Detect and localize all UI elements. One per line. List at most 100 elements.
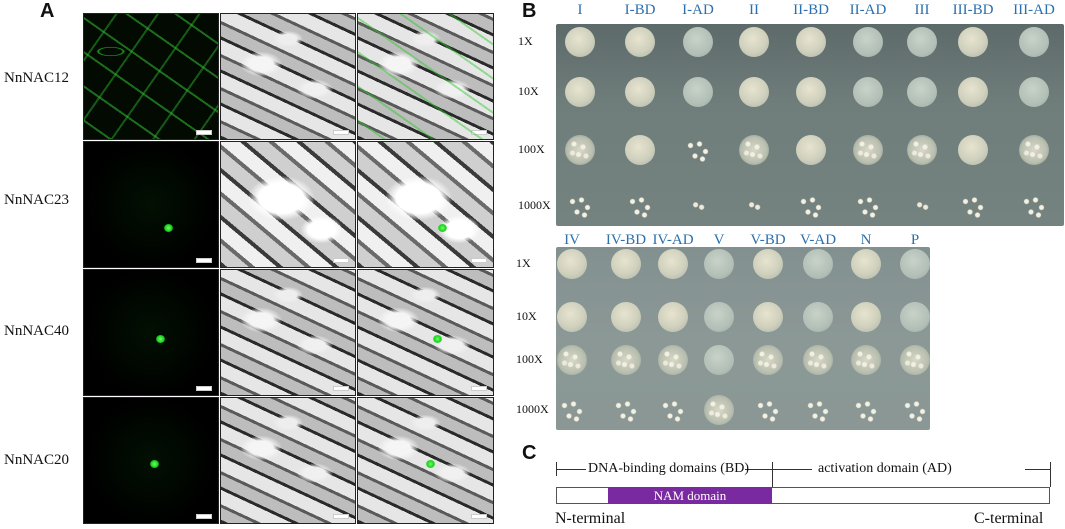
yeast-spot: [958, 77, 988, 107]
column-label-iii-bd: III-BD: [952, 2, 994, 18]
scale-bar: [196, 386, 212, 391]
scale-bar: [333, 514, 349, 519]
yeast-spot: [900, 345, 930, 375]
yeast-spot: [796, 77, 826, 107]
nucleus-signal: [426, 460, 435, 468]
yeast-spot: [683, 77, 713, 107]
scale-bar: [333, 386, 349, 391]
column-label-iii-ad: III-AD: [1013, 2, 1055, 18]
yeast-spot: [565, 191, 595, 221]
yeast-spot: [739, 27, 769, 57]
dilution-label-10x: 10X: [518, 84, 539, 98]
yeast-spot: [907, 135, 937, 165]
dilution-label-100x: 100X: [516, 352, 543, 366]
gfp-image-nnnac40: [83, 269, 219, 396]
yeast-spot: [803, 395, 833, 425]
column-label-n: N: [860, 232, 872, 248]
yeast-spot: [753, 345, 783, 375]
c-terminal-label: C-terminal: [974, 510, 1044, 527]
yeast-spot: [1019, 191, 1049, 221]
yeast-spot: [753, 302, 783, 332]
column-label-ii-ad: II-AD: [849, 2, 887, 18]
activation-domain-label: activation domain (AD): [818, 461, 952, 476]
yeast-spot: [796, 191, 826, 221]
bd-arrow-line: [556, 469, 586, 470]
bd-right-tick: [772, 462, 773, 487]
merged-image-nnnac23: [357, 141, 494, 268]
brightfield-image-nnnac20: [220, 397, 356, 524]
merged-image-nnnac20: [357, 397, 494, 524]
n-terminal-label: N-terminal: [555, 510, 626, 527]
yeast-spot: [658, 395, 688, 425]
row-label-nnnac20: NnNAC20: [4, 452, 70, 468]
scale-bar: [471, 386, 487, 391]
ad-right-tick: [1050, 462, 1051, 487]
yeast-spot: [900, 395, 930, 425]
yeast-spot: [803, 249, 833, 279]
dilution-label-1x: 1X: [518, 34, 533, 48]
ad-arrow-line-right: [1025, 469, 1050, 470]
gfp-image-nnnac20: [83, 397, 219, 524]
column-label-ii: II: [749, 2, 759, 18]
nucleus-signal: [150, 460, 159, 468]
yeast-spot: [803, 345, 833, 375]
column-label-iii: III: [914, 2, 930, 18]
yeast-spot: [900, 249, 930, 279]
yeast-spot: [853, 135, 883, 165]
yeast-spot: [557, 302, 587, 332]
yeast-spot: [803, 302, 833, 332]
yeast-spot: [742, 194, 766, 218]
brightfield-image-nnnac40: [220, 269, 356, 396]
yeast-spot: [958, 191, 988, 221]
yeast-spot: [958, 135, 988, 165]
yeast-spot: [565, 27, 595, 57]
yeast-spot: [1019, 27, 1049, 57]
yeast-spot: [686, 194, 710, 218]
yeast-spot: [1019, 77, 1049, 107]
column-label-i-bd: I-BD: [624, 2, 656, 18]
scale-bar: [471, 130, 487, 135]
yeast-spot: [704, 302, 734, 332]
column-label-v-bd: V-BD: [750, 232, 786, 248]
dilution-label-1000x: 1000X: [518, 198, 551, 212]
yeast-spot: [910, 194, 934, 218]
nucleus-signal: [164, 224, 173, 232]
scale-bar: [196, 130, 212, 135]
yeast-spot: [611, 395, 641, 425]
brightfield-image-nnnac12: [220, 13, 356, 140]
column-label-v-ad: V-AD: [799, 232, 837, 248]
yeast-spot: [851, 395, 881, 425]
scale-bar: [333, 130, 349, 135]
yeast-spot: [625, 27, 655, 57]
merged-image-nnnac40: [357, 269, 494, 396]
scale-bar: [196, 258, 212, 263]
bd-arrow-line-right: [745, 469, 772, 470]
column-label-iv: IV: [564, 232, 580, 248]
yeast-spot: [853, 27, 883, 57]
column-label-i: I: [577, 2, 583, 18]
nucleus-signal: [156, 335, 165, 343]
yeast-spot: [565, 135, 595, 165]
row-label-nnnac40: NnNAC40: [4, 323, 70, 339]
row-label-nnnac23: NnNAC23: [4, 192, 70, 208]
gfp-image-nnnac12: [83, 13, 219, 140]
column-label-iv-bd: IV-BD: [605, 232, 647, 248]
nucleus-signal: [438, 224, 447, 232]
yeast-spot: [704, 249, 734, 279]
yeast-spot: [739, 77, 769, 107]
panel-label-b: B: [522, 0, 537, 22]
yeast-spot: [704, 395, 734, 425]
yeast-spot: [796, 27, 826, 57]
gfp-image-nnnac23: [83, 141, 219, 268]
yeast-spot: [851, 345, 881, 375]
dilution-label-1x: 1X: [516, 256, 531, 270]
yeast-spot: [853, 77, 883, 107]
ad-arrow-line: [772, 469, 812, 470]
yeast-spot: [683, 27, 713, 57]
row-label-nnnac12: NnNAC12: [4, 70, 70, 86]
yeast-spot: [907, 27, 937, 57]
scale-bar: [333, 258, 349, 263]
scale-bar: [471, 258, 487, 263]
scale-bar: [196, 514, 212, 519]
nam-domain: NAM domain: [608, 487, 772, 504]
